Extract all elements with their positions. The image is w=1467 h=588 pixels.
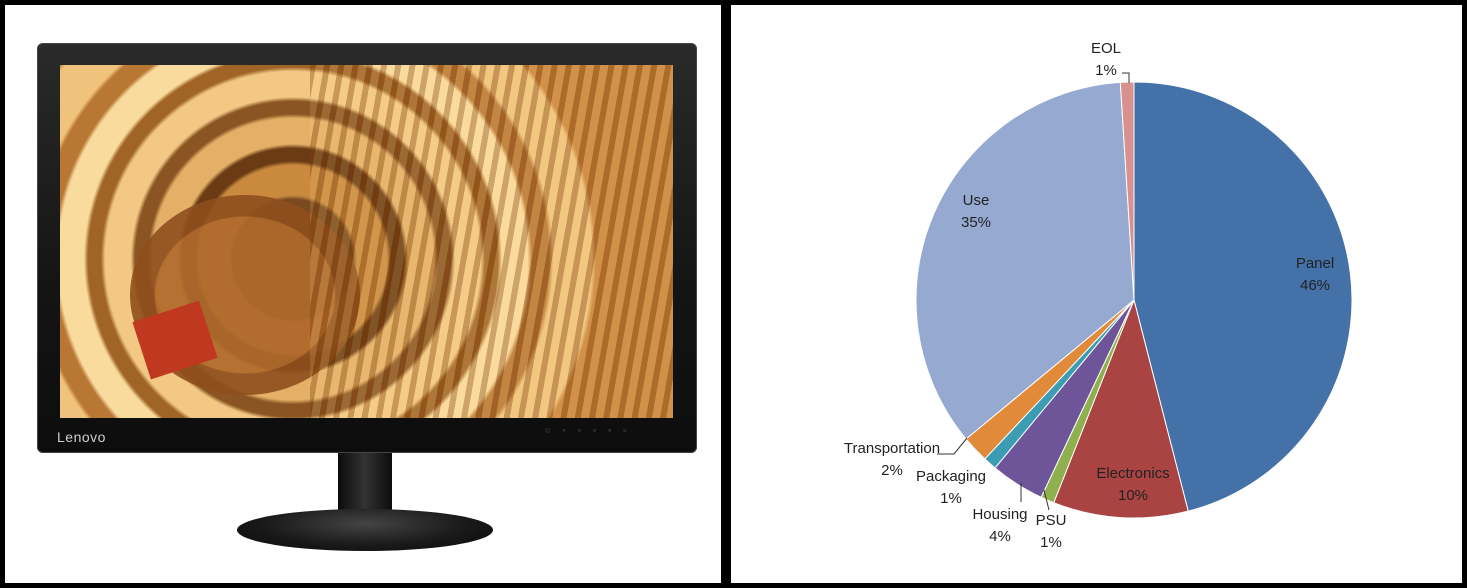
label-value-use: 35% [961, 214, 991, 231]
pie-chart: Panel 46% Electronics 10% PSU 1% Housing 4% Pack… [844, 40, 1353, 551]
monitor-brand-logo: Lenovo [57, 429, 106, 445]
leader-line-psu [1043, 489, 1050, 511]
leader-lines [937, 72, 1130, 511]
label-name-housing: Housing [972, 506, 1027, 523]
label-use: Use 35% [961, 192, 991, 231]
staircase-steps [310, 65, 673, 418]
monitor-image: Lenovo ○◦▫▫▫▫ [5, 5, 721, 583]
label-value-eol: 1% [1095, 62, 1117, 79]
label-name-transportation: Transportation [844, 440, 940, 457]
label-panel: Panel 46% [1296, 255, 1334, 294]
leader-line-eol [1122, 72, 1130, 83]
label-value-packaging: 1% [940, 490, 962, 507]
monitor-photo-panel: Lenovo ○◦▫▫▫▫ [5, 5, 721, 583]
label-housing: Housing 4% [972, 506, 1027, 545]
label-electronics: Electronics 10% [1096, 465, 1169, 504]
slice-labels: Panel 46% Electronics 10% PSU 1% Housing 4% Pack… [844, 40, 1334, 551]
monitor-screen [60, 65, 673, 418]
pie-slice-panel [1133, 81, 1353, 512]
label-psu: PSU 1% [1036, 512, 1067, 551]
pie-slice-eol [1119, 81, 1135, 301]
label-name-packaging: Packaging [916, 468, 986, 485]
pie-slice-use [915, 81, 1135, 440]
pie-chart-panel: Panel 46% Electronics 10% PSU 1% Housing 4% Pack… [731, 5, 1462, 583]
monitor-stand-neck [338, 453, 392, 515]
pie-slices [915, 81, 1353, 519]
label-packaging: Packaging 1% [916, 468, 986, 507]
pie-slice-electronics [1053, 298, 1189, 519]
label-eol: EOL 1% [1091, 40, 1121, 79]
label-name-psu: PSU [1036, 512, 1067, 529]
label-name-eol: EOL [1091, 40, 1121, 57]
leader-line-transportation [937, 437, 968, 455]
label-value-transportation: 2% [881, 462, 903, 479]
label-name-use: Use [963, 192, 990, 209]
label-value-panel: 46% [1300, 277, 1330, 294]
monitor-control-buttons: ○◦▫▫▫▫ [545, 425, 639, 435]
monitor-stand-base [237, 509, 493, 551]
label-name-electronics: Electronics [1096, 465, 1169, 482]
label-value-electronics: 10% [1118, 487, 1148, 504]
label-value-psu: 1% [1040, 534, 1062, 551]
label-name-panel: Panel [1296, 255, 1334, 272]
label-value-housing: 4% [989, 528, 1011, 545]
label-transportation: Transportation 2% [844, 440, 940, 479]
